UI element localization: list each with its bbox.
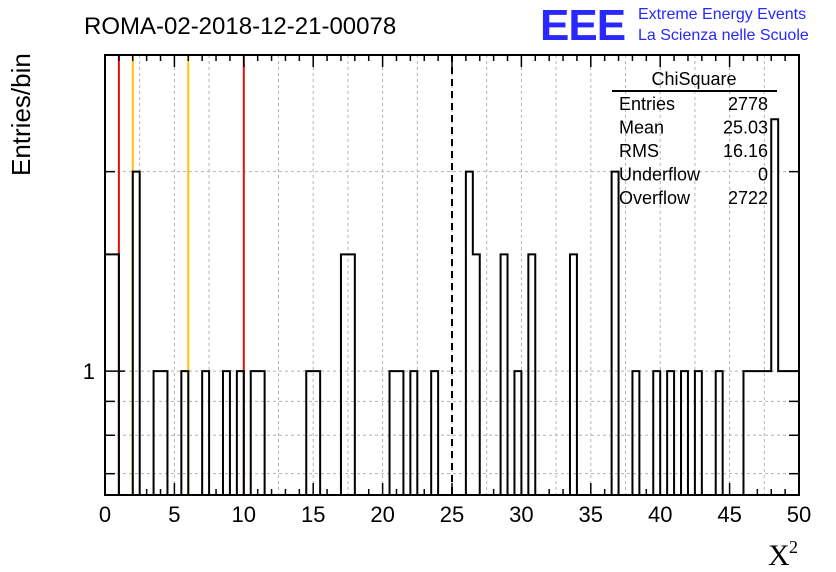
stats-title: ChiSquare xyxy=(651,69,736,89)
stats-box: ChiSquare Entries 2778 Mean 25.03 RMS 16.16 Un… xyxy=(612,69,777,208)
marker-lines xyxy=(117,55,453,495)
x-tick-label: 45 xyxy=(717,502,741,527)
x-tick-label: 10 xyxy=(232,502,256,527)
stats-value-underflow: 0 xyxy=(758,165,768,185)
x-axis-label-base: X xyxy=(768,539,790,572)
y-axis-label: Entries/bin xyxy=(6,53,36,176)
eee-logo: EEE Extreme Energy Events La Scienza nel… xyxy=(540,1,809,50)
x-tick-label: 40 xyxy=(648,502,672,527)
stats-value-entries: 2778 xyxy=(728,94,768,114)
x-tick-label: 5 xyxy=(168,502,180,527)
x-tick-label: 35 xyxy=(579,502,603,527)
plot-frame xyxy=(104,54,800,496)
chart-title: ROMA-02-2018-12-21-00078 xyxy=(84,13,396,40)
stats-label-entries: Entries xyxy=(619,94,675,114)
x-tick-label: 15 xyxy=(301,502,325,527)
stats-label-rms: RMS xyxy=(619,141,659,161)
y-tick-label: 1 xyxy=(83,359,95,384)
x-axis-label: X 2 xyxy=(768,537,798,572)
x-tick-label: 50 xyxy=(787,502,811,527)
x-tick-label: 25 xyxy=(440,502,464,527)
stats-value-overflow: 2722 xyxy=(728,188,768,208)
stats-value-mean: 25.03 xyxy=(723,118,768,138)
x-tick-label: 0 xyxy=(99,502,111,527)
stats-label-underflow: Underflow xyxy=(619,165,701,185)
x-tick-label: 20 xyxy=(370,502,394,527)
logo-line-2: La Scienza nelle Scuole xyxy=(638,27,809,44)
stats-label-overflow: Overflow xyxy=(619,188,691,208)
logo-line-1: Extreme Energy Events xyxy=(638,6,806,23)
tick-labels: 0 5 10 15 20 25 30 35 40 45 50 1 xyxy=(83,359,811,527)
stats-rows: Entries 2778 Mean 25.03 RMS 16.16 Underflow 0 Ov… xyxy=(619,94,768,208)
stats-value-rms: 16.16 xyxy=(723,141,768,161)
x-tick-label: 30 xyxy=(509,502,533,527)
logo-mark: EEE xyxy=(540,1,625,50)
x-axis-label-superscript: 2 xyxy=(789,537,798,557)
stats-label-mean: Mean xyxy=(619,118,664,138)
